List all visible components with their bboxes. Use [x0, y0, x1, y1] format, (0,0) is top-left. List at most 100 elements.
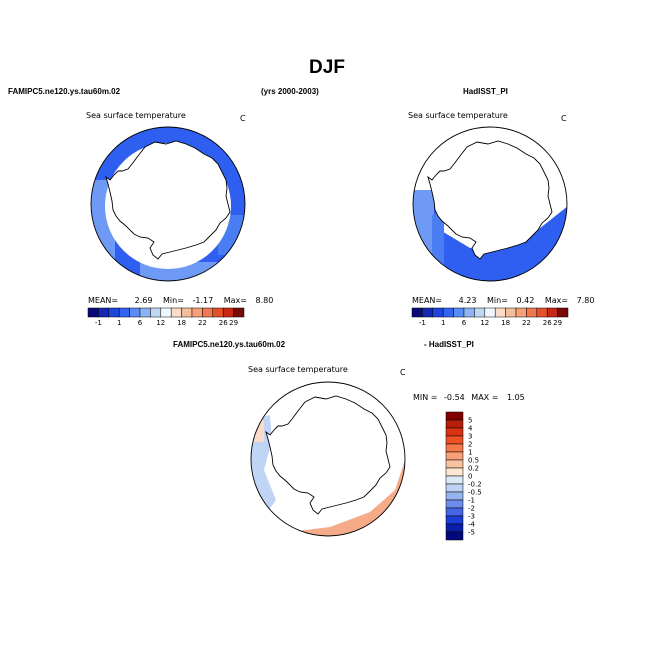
panel1-mean: 2.69 [134, 296, 153, 305]
colorbar-panel1-tick-label: -1 [95, 319, 102, 327]
panel2-mid-band [432, 215, 444, 275]
panel3-max-label: MAX = [471, 393, 499, 402]
panel1-units: C [240, 114, 246, 123]
colorbar-diff-swatch [445, 467, 464, 477]
colorbar-panel2-swatch [494, 307, 506, 318]
panel2-ocean [413, 196, 567, 281]
panel1-min-label: Min= [163, 296, 184, 305]
colorbar-panel1-tick-label: 6 [138, 319, 143, 327]
panel3-map [250, 381, 406, 537]
panel1-mean-label: MEAN= [88, 296, 119, 305]
colorbar-diff-swatch [445, 483, 464, 493]
colorbar-panel1-swatch [191, 307, 203, 318]
colorbar-diff-tick-label: -3 [468, 513, 475, 521]
colorbar-diff-tick-label: -4 [468, 521, 476, 529]
colorbar-panel2-swatch [463, 307, 475, 318]
colorbar-panel2-swatch [546, 307, 558, 318]
colorbar-panel1-swatch [118, 307, 130, 318]
colorbar-diff-tick-label: 1 [468, 449, 472, 457]
colorbar-panel2-swatch [515, 307, 527, 318]
panel2-mean-label: MEAN= [412, 296, 443, 305]
colorbar-panel2-swatch [526, 307, 538, 318]
colorbar-diff-tick-label: -0.2 [468, 481, 482, 489]
colorbar-panel1-swatch [98, 307, 110, 318]
colorbar-panel2-swatch [432, 307, 444, 318]
diff-left-label: FAMIPC5.ne120.ys.tau60m.02 [173, 340, 286, 349]
colorbar-panel1-swatch [160, 307, 172, 318]
colorbar-panel2-tick-label: 26 [543, 319, 552, 327]
panel3-warm-patch-west [251, 420, 264, 442]
colorbar-panel2-swatch [505, 307, 517, 318]
colorbar-panel2-tick-label: -1 [419, 319, 426, 327]
panel1-stats: MEAN= 2.69 Min= -1.17 Max= 8.80 [88, 296, 273, 305]
panel2-light-band-west [413, 190, 434, 281]
panel2-boundary [412, 126, 568, 282]
panel3-stats: MIN = -0.54 MAX = 1.05 [413, 393, 525, 402]
colorbar-diff-swatch [445, 435, 464, 445]
colorbar-diff-swatch [445, 523, 464, 533]
colorbar-panel2-tick-label: 22 [522, 319, 531, 327]
colorbar-panel2: -1 1 6 12 18 22 26 29 [411, 307, 569, 327]
colorbar-diff-swatch [445, 411, 464, 421]
panel1-max: 8.80 [255, 296, 274, 305]
panel2-units: C [561, 114, 567, 123]
colorbar-diff-swatch [445, 419, 464, 429]
colorbar-diff-swatch [445, 443, 464, 453]
colorbar-panel2-tick-label: 12 [480, 319, 489, 327]
colorbar-panel1-tick-label: 12 [156, 319, 165, 327]
diff-right-label: - HadISST_PI [424, 340, 474, 349]
colorbar-panel2-tick-label: 29 [553, 319, 562, 327]
colorbar-panel2-tick-label: 18 [501, 319, 510, 327]
colorbar-diff-tick-label: -0.5 [468, 489, 482, 497]
colorbar-panel1-swatch [87, 307, 99, 318]
colorbar-panel1-swatch [212, 307, 224, 318]
colorbar-panel1-tick-label: 1 [117, 319, 121, 327]
panel3-max: 1.05 [506, 393, 525, 402]
colorbar-diff-tick-label: 0.2 [468, 465, 479, 473]
colorbar-panel1-swatch [202, 307, 214, 318]
panel1-max-label: Max= [223, 296, 247, 305]
left-case-label: FAMIPC5.ne120.ys.tau60m.02 [8, 87, 121, 96]
panel2-stats: MEAN= 4.23 Min= 0.42 Max= 7.80 [412, 296, 594, 305]
colorbar-diff-tick-label: 3 [468, 433, 472, 441]
colorbar-panel2-swatch [453, 307, 465, 318]
colorbar-panel1-tick-label: 29 [229, 319, 238, 327]
colorbar-diff-swatch [445, 491, 464, 501]
colorbar-panel1-swatch [129, 307, 141, 318]
panel1-boundary [90, 126, 246, 282]
colorbar-diff-swatch [445, 451, 464, 461]
colorbar-panel2-swatch [536, 307, 548, 318]
colorbar-panel2-swatch [474, 307, 486, 318]
colorbar-panel1-tick-label: 26 [219, 319, 228, 327]
colorbar-diff-tick-label: -2 [468, 505, 475, 513]
colorbar-panel2-swatch [484, 307, 496, 318]
colorbar-diff-tick-label: 2 [468, 441, 472, 449]
panel3-units: C [400, 368, 406, 377]
colorbar-panel1-swatch [139, 307, 151, 318]
colorbar-diff-tick-label: 4 [468, 425, 473, 433]
panel3-min: -0.54 [444, 393, 465, 402]
colorbar-panel1-swatch [150, 307, 162, 318]
panel1-map [90, 126, 246, 282]
panel2-min: 0.42 [516, 296, 535, 305]
colorbar-panel2-swatch [557, 307, 569, 318]
colorbar-panel1-swatch [170, 307, 182, 318]
panel2-min-label: Min= [487, 296, 508, 305]
panel2-max-label: Max= [544, 296, 569, 305]
colorbar-diff-swatch [445, 427, 464, 437]
panel2-mean: 4.23 [458, 296, 477, 305]
colorbar-panel1: -1 1 6 12 18 22 26 29 [87, 307, 245, 327]
panel3-boundary [250, 381, 406, 537]
colorbar-diff-tick-label: 0 [468, 473, 472, 481]
colorbar-diff-tick-label: -5 [468, 529, 475, 537]
colorbar-diff-tick-label: -1 [468, 497, 475, 505]
colorbar-panel1-swatch [222, 307, 234, 318]
panel2-max: 7.80 [576, 296, 595, 305]
colorbar-diff-tick-label: 5 [468, 417, 472, 425]
colorbar-diff-tick-label: 0.5 [468, 457, 479, 465]
colorbar-diff-swatch [445, 515, 464, 525]
years-label: (yrs 2000-2003) [261, 87, 319, 96]
colorbar-panel2-tick-label: 1 [441, 319, 445, 327]
